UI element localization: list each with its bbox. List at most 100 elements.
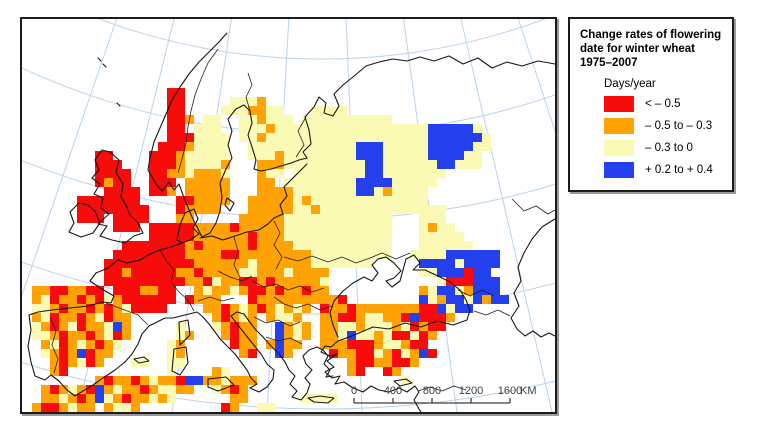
grid-cell xyxy=(167,133,176,142)
grid-cell xyxy=(194,160,203,169)
grid-cell xyxy=(239,259,248,268)
grid-cell xyxy=(50,295,59,304)
grid-cell xyxy=(338,169,347,178)
grid-cell xyxy=(230,250,239,259)
grid-cell xyxy=(383,178,392,187)
country-border-path xyxy=(473,309,511,317)
grid-cell xyxy=(329,142,338,151)
grid-cell xyxy=(86,304,95,313)
grid-cell xyxy=(68,358,77,367)
grid-cell xyxy=(275,340,284,349)
grid-cell xyxy=(59,358,68,367)
grid-cell xyxy=(338,142,347,151)
grid-cell xyxy=(374,313,383,322)
grid-cell xyxy=(113,187,122,196)
grid-cell xyxy=(437,142,446,151)
grid-cell xyxy=(194,268,203,277)
grid-cell xyxy=(140,241,149,250)
grid-cell xyxy=(86,196,95,205)
grid-cell xyxy=(221,322,230,331)
grid-cell xyxy=(140,358,149,367)
grid-cell xyxy=(248,268,257,277)
grid-cell xyxy=(356,322,365,331)
grid-cell xyxy=(329,304,338,313)
grid-cell xyxy=(68,295,77,304)
grid-cell xyxy=(284,151,293,160)
grid-cell xyxy=(392,349,401,358)
coastline-path xyxy=(27,242,334,401)
grid-cell xyxy=(338,187,347,196)
grid-cell xyxy=(266,340,275,349)
grid-cell xyxy=(167,358,176,367)
grid-cell xyxy=(455,250,464,259)
grid-cell xyxy=(41,295,50,304)
grid-cell xyxy=(284,250,293,259)
grid-cell xyxy=(464,250,473,259)
grid-cell xyxy=(293,322,302,331)
grid-cell xyxy=(392,178,401,187)
grid-cell xyxy=(338,331,347,340)
grid-cell xyxy=(122,214,131,223)
grid-cell xyxy=(320,295,329,304)
grid-cell xyxy=(428,241,437,250)
grid-cell xyxy=(302,214,311,223)
grid-cell xyxy=(86,313,95,322)
legend-unit-label: Days/year xyxy=(604,78,656,91)
grid-cell xyxy=(77,286,86,295)
grid-cell xyxy=(140,250,149,259)
grid-cell xyxy=(356,214,365,223)
grid-cell xyxy=(32,331,41,340)
grid-cell xyxy=(293,178,302,187)
grid-cell xyxy=(176,241,185,250)
grid-cell xyxy=(311,124,320,133)
grid-cell xyxy=(356,232,365,241)
grid-cell xyxy=(266,187,275,196)
grid-cell xyxy=(194,295,203,304)
grid-cell xyxy=(437,295,446,304)
grid-cell xyxy=(338,304,347,313)
grid-cell xyxy=(482,133,491,142)
grid-cell xyxy=(167,376,176,385)
grid-cell xyxy=(59,322,68,331)
grid-cell xyxy=(365,115,374,124)
grid-cell xyxy=(32,322,41,331)
scale-tick-label: 1600 xyxy=(498,385,522,397)
grid-cell xyxy=(41,286,50,295)
grid-cell xyxy=(239,124,248,133)
grid-cell xyxy=(464,241,473,250)
grid-cell xyxy=(437,322,446,331)
grid-cell xyxy=(176,205,185,214)
grid-cell xyxy=(68,340,77,349)
grid-cell xyxy=(167,223,176,232)
grid-cell xyxy=(311,394,320,403)
grid-cell xyxy=(113,340,122,349)
grid-cell xyxy=(212,259,221,268)
grid-cell xyxy=(374,349,383,358)
grid-cell xyxy=(158,259,167,268)
grid-cell xyxy=(113,250,122,259)
grid-cell xyxy=(383,196,392,205)
grid-cell xyxy=(158,187,167,196)
grid-cell xyxy=(419,178,428,187)
grid-cell xyxy=(59,340,68,349)
grid-cell xyxy=(167,367,176,376)
grid-cell xyxy=(41,385,50,394)
grid-cell xyxy=(365,178,374,187)
grid-cell xyxy=(392,205,401,214)
grid-cell xyxy=(212,133,221,142)
grid-cell xyxy=(293,232,302,241)
grid-cell xyxy=(131,385,140,394)
grid-cell xyxy=(176,250,185,259)
grid-cell xyxy=(212,241,221,250)
grid-cell xyxy=(311,169,320,178)
grid-cell xyxy=(347,214,356,223)
grid-cell xyxy=(185,277,194,286)
grid-cell xyxy=(419,286,428,295)
grid-cell xyxy=(284,322,293,331)
grid-cell xyxy=(374,169,383,178)
grid-cell xyxy=(203,124,212,133)
grid-cell xyxy=(365,232,374,241)
grid-cell xyxy=(446,277,455,286)
grid-cell xyxy=(275,277,284,286)
